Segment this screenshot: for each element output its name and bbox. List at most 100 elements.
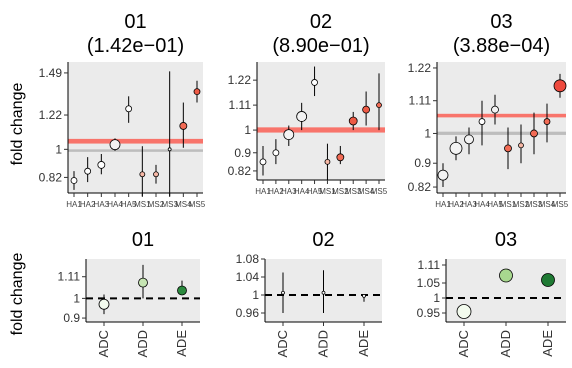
data-point [125,105,133,113]
x-tick-label: HA5 [121,200,137,209]
y-tick-label: 1.11 [58,270,81,284]
x-tick-label: HA4 [474,200,490,209]
x-tick-label: ADE [540,330,555,357]
panel-bottom-02: 0.96 1 1.04 1.08 ADC ADD ADE 02 [236,229,382,357]
x-tick-label: HA4 [107,200,123,209]
data-point [362,105,371,114]
data-point [179,122,188,130]
data-point [491,105,499,114]
x-tick-label: ADC [456,330,471,357]
data-point [283,129,295,141]
y-axis-label-top: fold change [9,83,26,166]
x-tick-label: HA4 [294,187,310,196]
y-tick-label: 0.82 [228,164,252,178]
x-tick-label: MS5 [371,187,388,196]
y-tick-label: 1 [73,291,80,305]
data-point [499,268,513,283]
data-point [437,169,449,181]
data-point [311,79,318,86]
panel-title: 01 [124,11,146,33]
data-point [98,298,110,310]
data-point [97,161,106,169]
x-tick-label: ADE [174,330,189,357]
x-tick-label: MS4 [358,187,375,196]
x-tick-label: MS1 [134,200,151,209]
panel-bottom-01: 0.9 1 1.11 ADC ADD ADE 01 [58,229,200,357]
panel-top-03: 0.82 0.9 1 1.11 1.22 HA1HA2HA3HA4HA5MS1MS2MS3… [408,11,569,209]
highlight-band [257,127,385,133]
x-tick-label: MS1 [319,187,336,196]
y-tick-label: 1 [433,291,440,305]
data-point [296,111,308,122]
data-point [139,171,146,178]
panel-subtitle: (3.88e−04) [453,35,550,57]
y-tick-label: 0.82 [39,170,63,184]
panel-subtitle: (8.90e−01) [272,35,369,57]
data-point [336,153,345,162]
data-point [324,158,331,165]
x-tick-label: HA3 [461,200,477,209]
x-tick-label: MS2 [332,187,349,196]
data-point [348,116,358,126]
x-tick-label: HA5 [487,200,503,209]
x-tick-label: HA1 [435,200,451,209]
y-tick-label: 1 [55,142,62,156]
y-tick-label: 0.96 [236,306,260,320]
y-tick-label: 1.49 [39,66,63,80]
data-point [449,141,463,155]
data-point [177,285,187,296]
x-tick-label: ADE [356,330,371,357]
x-tick-label: ADC [96,330,111,357]
x-tick-label: MS5 [552,200,569,209]
y-tick-label: 1 [244,123,251,137]
x-tick-label: HA3 [281,187,297,196]
panel-top-02: 0.82 0.9 1 1.11 1.22 HA1HA2HA3HA4HA5MS1MS2MS3… [228,11,388,196]
y-tick-label: 1.05 [417,276,441,290]
reference-band [437,131,566,135]
x-tick-label: ADD [316,330,331,357]
x-tick-label: HA1 [255,187,271,196]
y-tick-label: 1.04 [236,270,260,284]
data-point [541,273,555,287]
panel-top-01: 0.82 1 1.22 1.49 HA1HA2HA3HA4HA5MS1MS2MS3MS4… [39,11,206,209]
data-point [518,142,524,149]
data-point [376,102,382,109]
data-point [456,304,472,319]
data-point [109,139,121,151]
x-tick-label: MS4 [175,200,192,209]
y-tick-label: 1.11 [418,258,441,272]
x-tick-label: MS2 [148,200,165,209]
y-tick-label: 0.9 [414,156,431,170]
data-point [553,79,567,93]
panel-title: 03 [495,229,517,251]
data-point [153,171,159,178]
y-tick-label: 0.9 [63,311,80,325]
data-point [530,129,538,138]
panel-title: 02 [312,229,334,251]
panel-title: 02 [310,11,332,33]
data-point [138,277,148,288]
x-tick-label: MS3 [345,187,362,196]
x-tick-label: MS4 [539,200,556,209]
x-tick-label: HA2 [268,187,284,196]
data-point [259,158,267,166]
panel-title: 01 [132,229,154,251]
data-point [167,147,172,152]
data-point [272,149,280,157]
x-tick-label: HA5 [307,187,323,196]
plot-background [437,62,566,193]
x-tick-label: MS3 [161,200,178,209]
y-tick-label: 1.11 [409,94,432,108]
y-tick-label: 1.22 [408,61,432,75]
data-point [543,118,551,125]
data-point [504,144,512,153]
data-point [84,167,92,175]
highlight-band [68,138,203,144]
data-point [464,134,474,145]
x-tick-label: ADD [498,330,513,357]
x-tick-label: ADC [275,330,290,357]
reference-band [68,149,203,152]
highlight-band [437,113,566,118]
data-point [281,290,285,295]
